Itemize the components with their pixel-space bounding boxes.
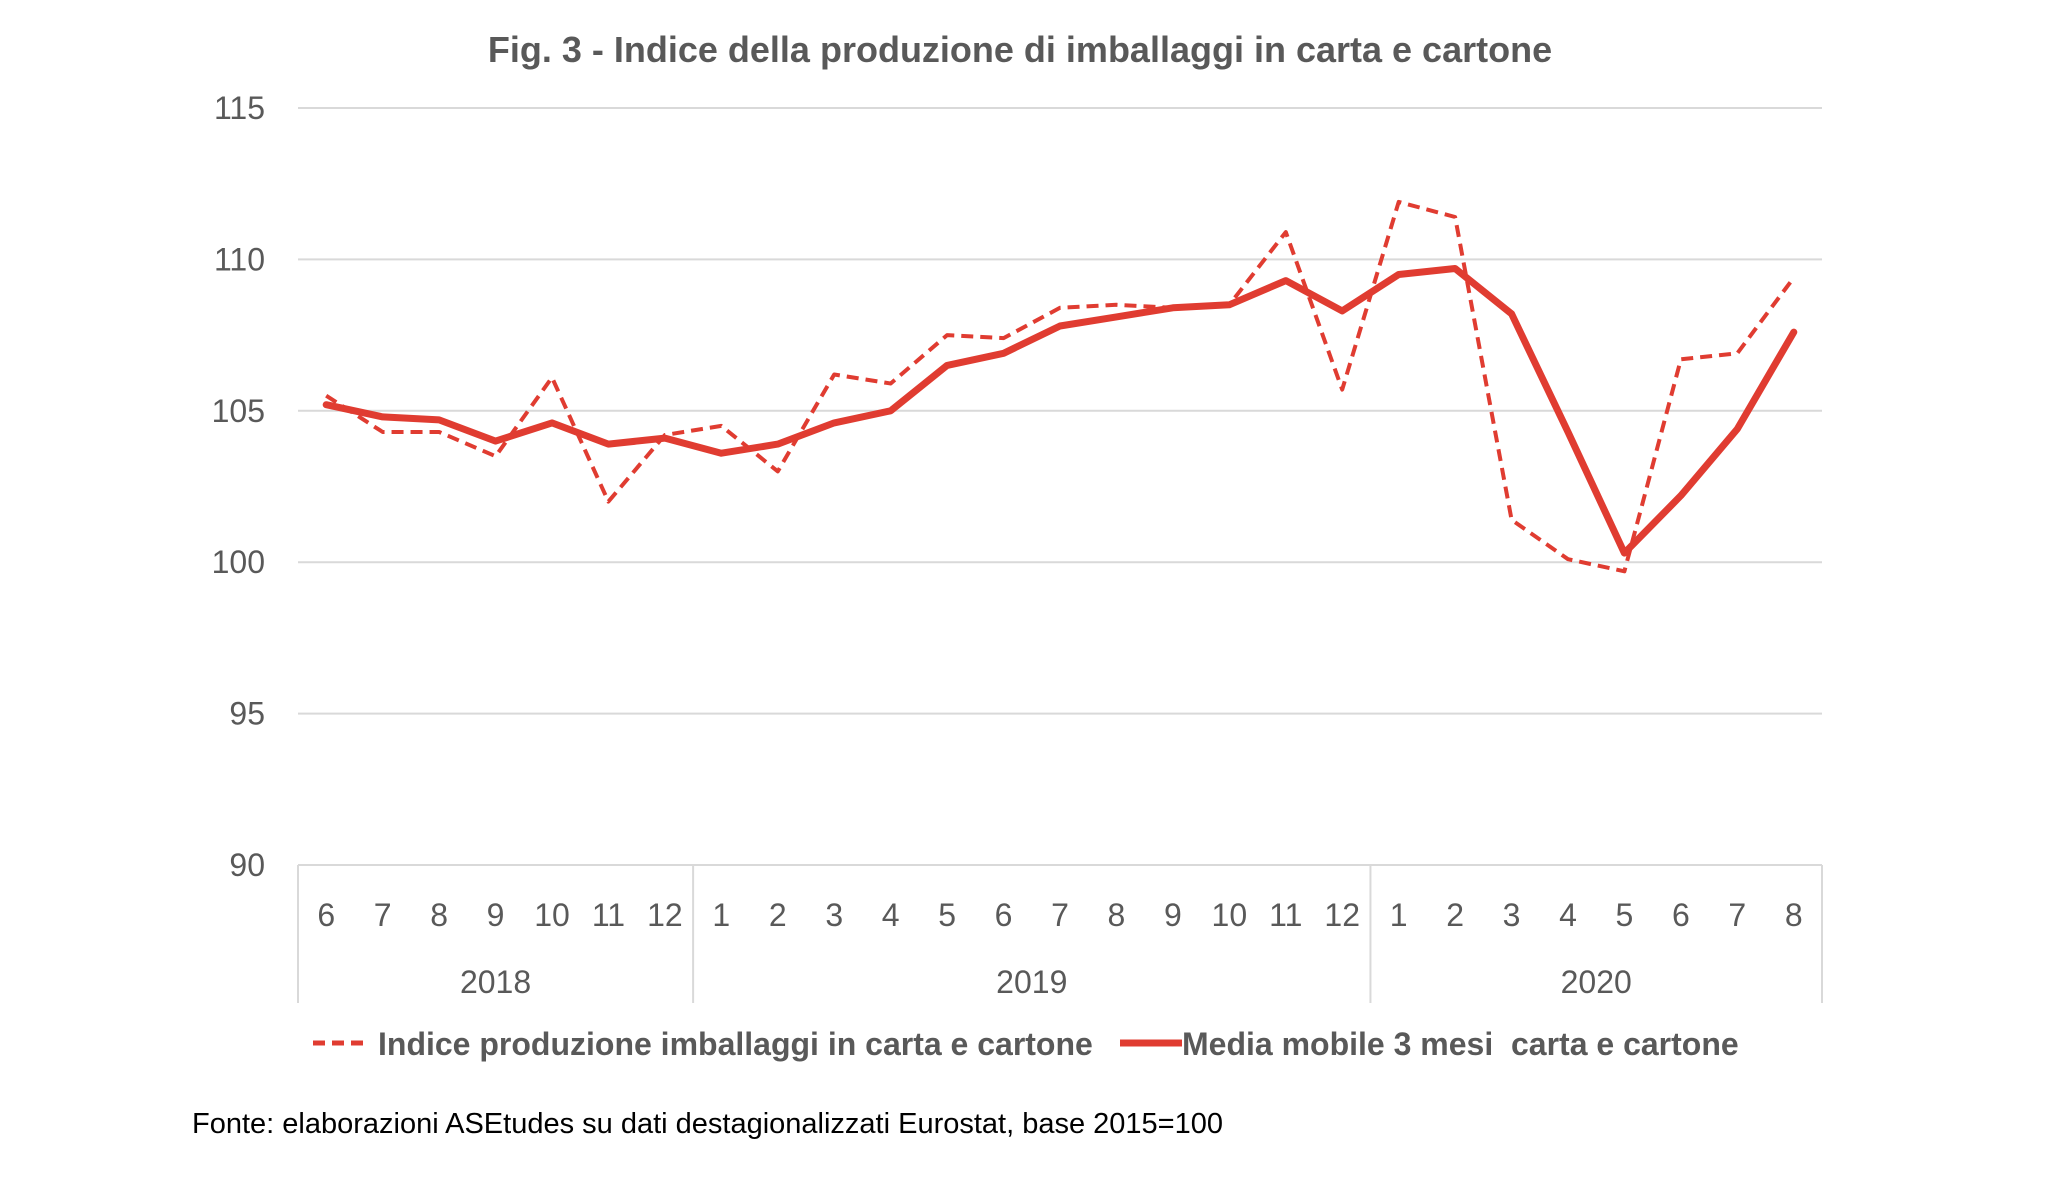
x-tick-label: 1 — [712, 897, 730, 933]
series-line-moving-average — [322, 265, 1798, 557]
source-note: Fonte: elaborazioni ASEtudes su dati des… — [192, 1108, 1224, 1140]
x-tick-label: 7 — [374, 897, 392, 933]
x-tick-label: 8 — [430, 897, 448, 933]
legend-label-index: Indice produzione imballaggi in carta e … — [378, 1026, 1093, 1062]
x-tick-label: 11 — [592, 897, 625, 933]
x-tick-label: 3 — [1503, 897, 1521, 933]
series-lines — [322, 199, 1798, 574]
y-tick-label: 100 — [212, 544, 265, 580]
x-tick-label: 12 — [647, 897, 683, 933]
year-label: 2020 — [1561, 964, 1632, 1000]
y-tick-label: 95 — [229, 696, 265, 732]
y-axis-ticks: 90 95 100 105 110 115 — [212, 90, 265, 883]
x-tick-label: 9 — [1164, 897, 1182, 933]
x-tick-label: 1 — [1390, 897, 1408, 933]
x-tick-label: 2 — [769, 897, 787, 933]
legend-label-moving-average: Media mobile 3 mesi carta e cartone — [1182, 1026, 1739, 1062]
chart-title: Fig. 3 - Indice della produzione di imba… — [488, 29, 1552, 70]
x-tick-label: 6 — [1672, 897, 1690, 933]
series-line-index — [325, 199, 1796, 574]
y-tick-label: 110 — [214, 241, 265, 277]
x-tick-label: 12 — [1324, 897, 1360, 933]
x-tick-label: 7 — [1051, 897, 1069, 933]
x-tick-label: 9 — [487, 897, 505, 933]
year-label: 2019 — [996, 964, 1067, 1000]
x-tick-label: 3 — [825, 897, 843, 933]
x-tick-label: 6 — [995, 897, 1013, 933]
y-tick-label: 90 — [229, 847, 265, 883]
x-tick-label: 10 — [1212, 897, 1248, 933]
x-tick-label: 8 — [1785, 897, 1803, 933]
x-tick-label: 4 — [882, 897, 900, 933]
y-tick-label: 105 — [212, 393, 265, 429]
x-tick-label: 2 — [1446, 897, 1464, 933]
legend: Indice produzione imballaggi in carta e … — [313, 1026, 1739, 1062]
x-tick-label: 4 — [1559, 897, 1577, 933]
x-tick-label: 8 — [1108, 897, 1126, 933]
x-tick-label: 6 — [317, 897, 335, 933]
x-tick-label: 5 — [1616, 897, 1634, 933]
gridlines — [298, 107, 1822, 715]
x-tick-label: 5 — [938, 897, 956, 933]
y-tick-label: 115 — [214, 90, 265, 126]
year-label: 2018 — [460, 964, 531, 1000]
x-tick-label: 7 — [1728, 897, 1746, 933]
x-tick-label: 11 — [1269, 897, 1302, 933]
x-tick-label: 10 — [534, 897, 570, 933]
